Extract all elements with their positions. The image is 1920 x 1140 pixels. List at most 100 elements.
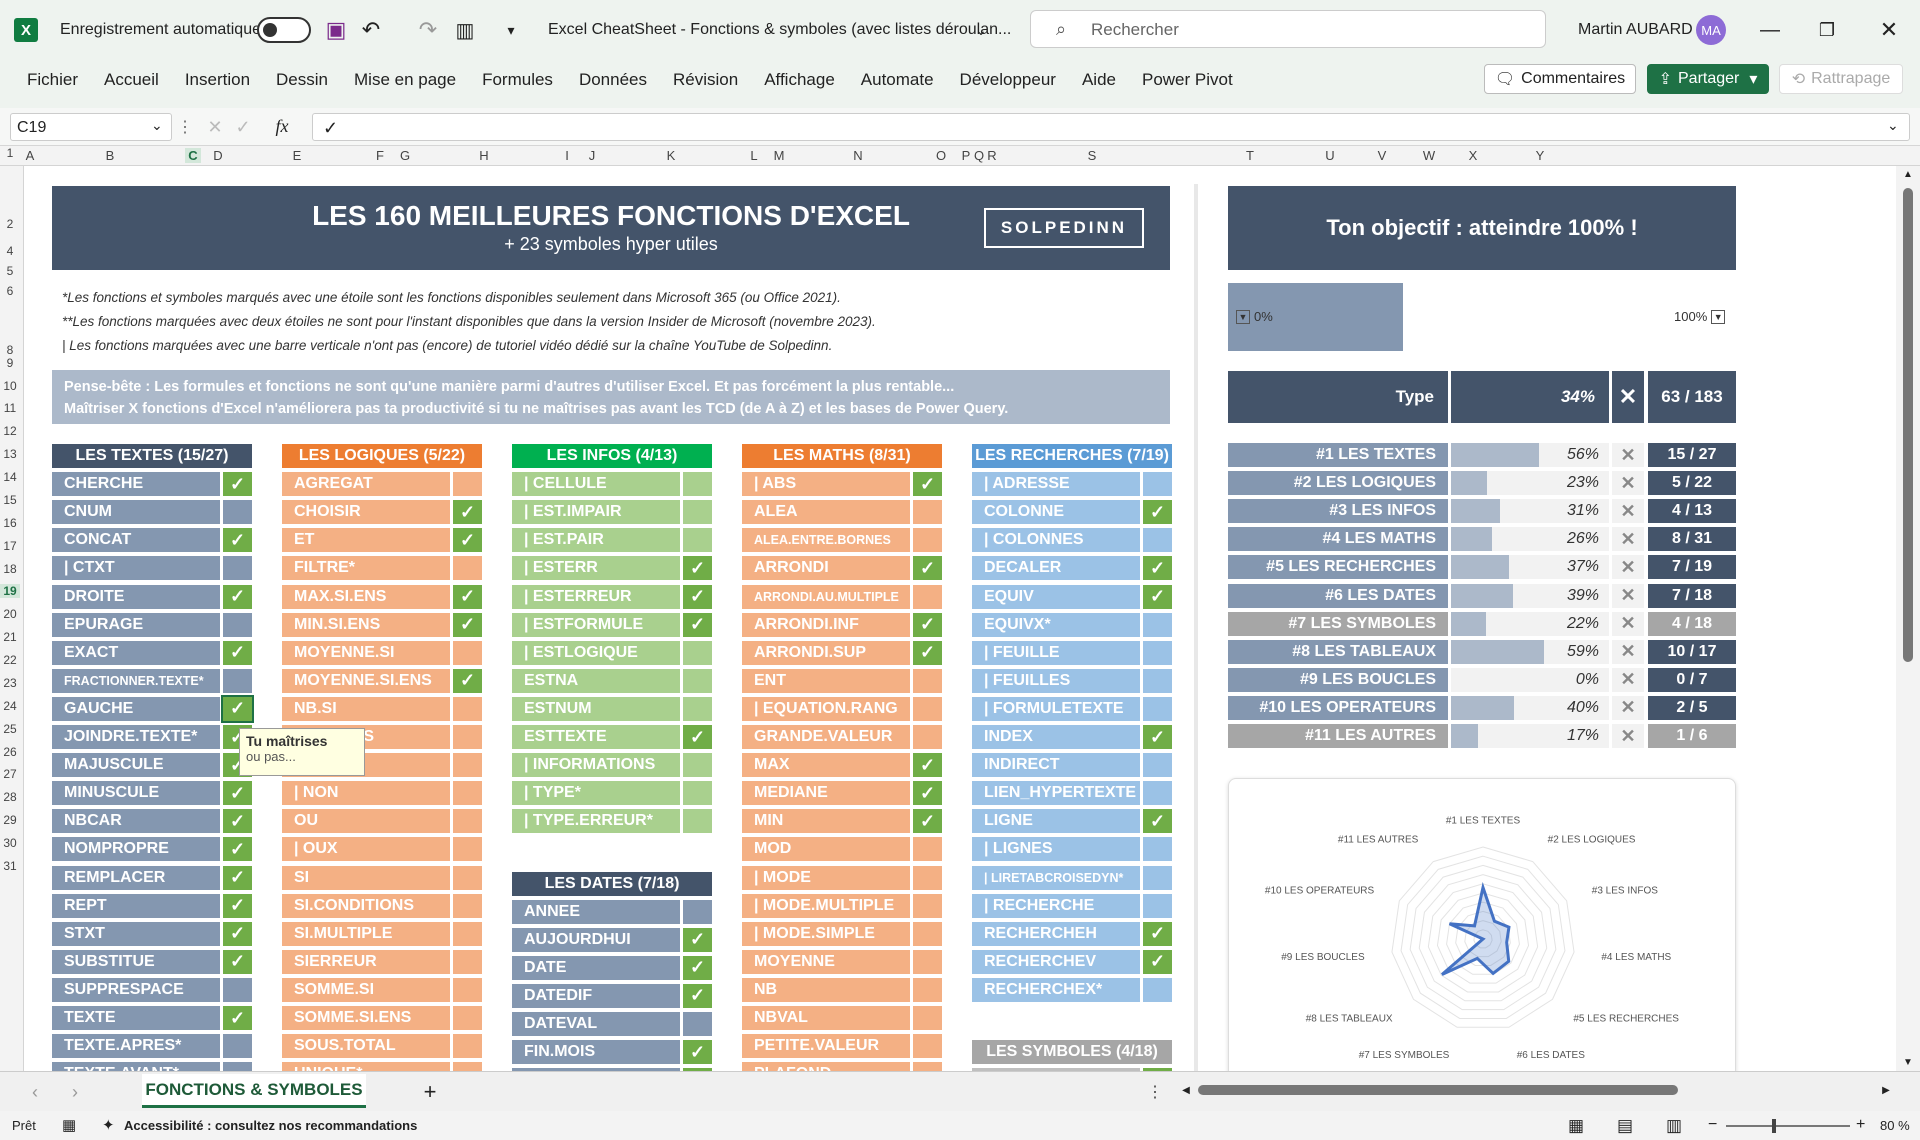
- col-header[interactable]: J: [588, 148, 596, 163]
- row-header[interactable]: 29: [3, 813, 17, 827]
- row-header[interactable]: 16: [3, 516, 17, 530]
- menu-8[interactable]: Affichage: [764, 70, 835, 89]
- undo-icon[interactable]: ↶: [361, 17, 381, 42]
- menu-9[interactable]: Automate: [860, 70, 934, 89]
- row-header[interactable]: 30: [3, 836, 17, 850]
- page-break-icon[interactable]: ▥: [1665, 1116, 1683, 1135]
- avatar[interactable]: MA: [1696, 15, 1726, 45]
- col-header[interactable]: C: [185, 148, 201, 163]
- row-header[interactable]: 28: [3, 790, 17, 804]
- row-header[interactable]: 25: [3, 722, 17, 736]
- restore-icon[interactable]: ❐: [1818, 19, 1836, 40]
- row-header[interactable]: 21: [3, 630, 17, 644]
- minimize-icon[interactable]: —: [1760, 18, 1780, 41]
- zoom-level[interactable]: 80 %: [1880, 1118, 1910, 1133]
- row-header[interactable]: 17: [3, 539, 17, 553]
- row-header[interactable]: 31: [3, 859, 17, 873]
- row-header[interactable]: 20: [3, 607, 17, 621]
- col-header[interactable]: S: [1087, 148, 1097, 163]
- close-icon[interactable]: ✕: [1612, 611, 1644, 636]
- scrollbar-thumb[interactable]: [1903, 188, 1913, 662]
- close-icon[interactable]: ✕: [1612, 471, 1644, 496]
- horizontal-scrollbar[interactable]: ◀ ▶: [1180, 1080, 1894, 1100]
- save-icon[interactable]: ▣: [325, 17, 347, 42]
- page-layout-icon[interactable]: ▤: [1616, 1116, 1634, 1135]
- col-header[interactable]: H: [479, 148, 489, 163]
- share-button[interactable]: ⇪ Partager ▾: [1647, 64, 1769, 94]
- col-header[interactable]: O: [935, 148, 947, 163]
- close-icon[interactable]: ✕: [1612, 443, 1644, 467]
- menu-2[interactable]: Insertion: [184, 70, 251, 89]
- menu-4[interactable]: Mise en page: [354, 70, 457, 89]
- close-icon[interactable]: ✕: [1612, 667, 1644, 692]
- menu-5[interactable]: Formules: [482, 70, 553, 89]
- function-icon[interactable]: fx: [275, 115, 289, 136]
- row-header[interactable]: 8: [6, 343, 14, 357]
- close-icon[interactable]: ✕: [1612, 639, 1644, 664]
- autosave-toggle[interactable]: [257, 17, 311, 43]
- row-header[interactable]: 19: [0, 584, 20, 598]
- add-sheet-icon[interactable]: +: [423, 1079, 437, 1104]
- col-header[interactable]: R: [987, 148, 997, 163]
- row-header[interactable]: 5: [6, 264, 14, 278]
- row-header[interactable]: 23: [3, 676, 17, 690]
- enter-icon[interactable]: ✓: [235, 116, 251, 137]
- more-icon[interactable]: ⋮: [1147, 1084, 1163, 1101]
- radar-chart-card[interactable]: #1 LES TEXTES #2 LES LOGIQUES #3 LES INFOS…: [1228, 778, 1736, 1078]
- hscroll-thumb[interactable]: [1198, 1085, 1678, 1095]
- col-header[interactable]: K: [666, 148, 676, 163]
- row-header[interactable]: 9: [6, 356, 14, 370]
- menu-12[interactable]: Power Pivot: [1141, 70, 1233, 89]
- next-sheet-icon[interactable]: ›: [72, 1081, 78, 1102]
- scroll-right-icon[interactable]: ▶: [1882, 1084, 1890, 1096]
- macro-icon[interactable]: ▦: [62, 1117, 77, 1134]
- close-icon[interactable]: ✕: [1879, 17, 1899, 42]
- col-header[interactable]: M: [773, 148, 785, 163]
- row-header[interactable]: 6: [6, 284, 14, 298]
- vertical-scrollbar[interactable]: ▲ ▼: [1896, 166, 1920, 1071]
- close-icon[interactable]: ✕: [1612, 527, 1644, 552]
- zoom-out-icon[interactable]: −: [1708, 1116, 1718, 1133]
- menu-10[interactable]: Développeur: [959, 70, 1056, 89]
- comments-button[interactable]: 🗨 Commentaires: [1484, 64, 1636, 94]
- col-header[interactable]: Q: [973, 148, 985, 163]
- customize-icon[interactable]: ▾: [507, 21, 515, 38]
- catchup-button[interactable]: ⟲ Rattrapage: [1779, 64, 1903, 94]
- menu-0[interactable]: Fichier: [27, 70, 79, 89]
- col-header[interactable]: T: [1246, 148, 1254, 163]
- chart-icon[interactable]: ▥: [455, 19, 475, 42]
- row-header[interactable]: 12: [3, 424, 17, 438]
- row-header[interactable]: 27: [3, 767, 17, 781]
- row-header[interactable]: 15: [3, 493, 17, 507]
- close-icon[interactable]: ✕: [1612, 371, 1644, 423]
- scroll-up-icon[interactable]: ▲: [1903, 168, 1913, 180]
- row-header[interactable]: 11: [3, 401, 17, 415]
- col-header[interactable]: U: [1325, 148, 1335, 163]
- accessibility-icon[interactable]: ✦: [102, 1117, 115, 1134]
- zoom-in-icon[interactable]: +: [1856, 1116, 1866, 1133]
- document-title[interactable]: Excel CheatSheet - Fonctions & symboles …: [548, 21, 1012, 38]
- menu-3[interactable]: Dessin: [276, 70, 328, 89]
- close-icon[interactable]: ✕: [1612, 499, 1644, 524]
- zoom-slider[interactable]: [1726, 1119, 1850, 1133]
- col-header[interactable]: F: [376, 148, 384, 163]
- close-icon[interactable]: ✕: [1612, 583, 1644, 608]
- row-header[interactable]: 13: [3, 447, 17, 461]
- row-header[interactable]: 14: [3, 470, 17, 484]
- col-header[interactable]: P: [961, 148, 971, 163]
- chevron-down-icon[interactable]: ⌄: [975, 21, 987, 38]
- prev-sheet-icon[interactable]: ‹: [32, 1081, 38, 1102]
- formula-input[interactable]: ✓ ⌄: [312, 113, 1910, 141]
- col-header[interactable]: V: [1377, 148, 1387, 163]
- cancel-icon[interactable]: ✕: [207, 116, 223, 137]
- more-icon[interactable]: ⋮: [177, 119, 193, 136]
- row-header[interactable]: 2: [6, 217, 14, 231]
- scroll-left-icon[interactable]: ◀: [1182, 1084, 1190, 1096]
- close-icon[interactable]: ✕: [1612, 724, 1644, 748]
- col-header[interactable]: A: [25, 148, 35, 163]
- menu-1[interactable]: Accueil: [104, 70, 159, 89]
- row-header[interactable]: 24: [3, 699, 17, 713]
- redo-icon[interactable]: ↷: [418, 17, 438, 42]
- close-icon[interactable]: ✕: [1612, 555, 1644, 580]
- row-header[interactable]: 10: [3, 379, 17, 393]
